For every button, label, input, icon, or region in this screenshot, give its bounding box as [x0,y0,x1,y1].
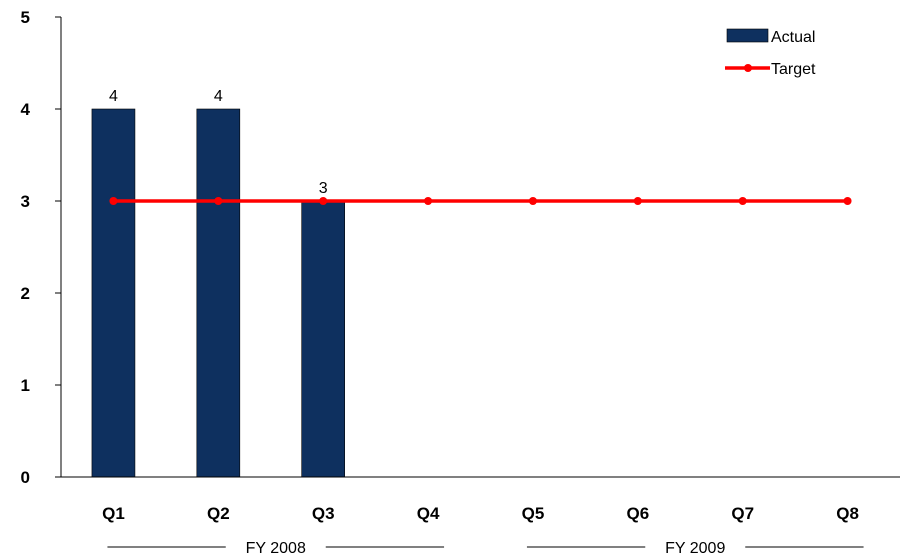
y-axis-ticks: 0 1 2 3 4 5 [21,8,61,487]
axes [60,17,900,478]
y-tick-label: 2 [21,284,30,303]
x-tick-label: Q1 [102,504,125,523]
bar-data-label: 4 [214,88,223,105]
legend-swatch-actual [726,28,769,43]
fiscal-year-groups: FY 2008 FY 2009 [107,540,864,557]
target-point [843,197,852,205]
target-point [528,197,537,205]
x-axis-ticks: Q1 Q2 Q3 Q4 Q5 Q6 Q7 Q8 [102,504,859,523]
x-tick-label: Q3 [312,504,335,523]
y-tick-label: 1 [21,376,30,395]
legend-label: Target [771,61,816,78]
legend-label: Actual [771,29,815,46]
target-point [109,197,118,205]
target-point [214,197,223,205]
x-tick-label: Q8 [836,504,859,523]
legend: Actual Target [725,28,816,78]
actual-bar [91,108,136,478]
x-tick-label: Q4 [417,504,440,523]
actual-bar [301,200,345,478]
actual-bar [196,108,241,478]
x-tick-label: Q6 [626,504,649,523]
bar-data-labels: 4 4 3 [109,88,328,197]
x-tick-label: Q5 [522,504,545,523]
x-tick-label: Q2 [207,504,230,523]
group-label: FY 2009 [665,540,725,557]
actual-bars [91,108,345,478]
bar-data-label: 4 [109,88,118,105]
y-tick-label: 4 [21,100,31,119]
x-tick-label: Q7 [731,504,754,523]
target-point [424,197,433,205]
target-point [738,197,747,205]
y-tick-label: 5 [21,8,30,27]
y-tick-label: 0 [21,468,30,487]
legend-swatch-target-marker [744,64,752,72]
target-series [109,197,852,205]
target-point [633,197,642,205]
group-label: FY 2008 [246,540,306,557]
target-point [319,197,328,205]
bar-data-label: 3 [319,180,328,197]
y-tick-label: 3 [21,192,30,211]
